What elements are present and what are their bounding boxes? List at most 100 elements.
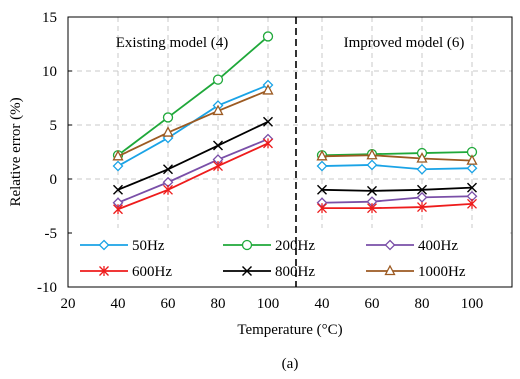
data-point xyxy=(366,148,378,160)
data-point xyxy=(162,112,174,123)
data-point xyxy=(467,182,477,193)
legend-label: 50Hz xyxy=(132,238,165,254)
series-line xyxy=(321,164,473,171)
series-line xyxy=(117,35,269,156)
data-point xyxy=(466,162,478,174)
series-line xyxy=(321,186,473,192)
x-tick-label: 80 xyxy=(415,296,430,312)
legend: 50Hz 200Hz 400Hz 600Hz 800Hz 1000Hz xyxy=(80,238,466,280)
legend-box xyxy=(72,228,510,286)
data-point xyxy=(113,204,123,215)
data-point xyxy=(112,149,124,161)
series-400hz-panel-2 xyxy=(316,190,478,209)
data-point xyxy=(417,202,427,213)
data-point xyxy=(466,154,478,165)
series-line xyxy=(321,151,473,157)
data-point xyxy=(212,74,224,85)
y-axis-label: Relative error (%) xyxy=(8,97,24,206)
series-line xyxy=(117,138,269,204)
legend-entry-800hz: 800Hz xyxy=(223,264,315,280)
y-tick-label: 0 xyxy=(50,172,58,188)
series-1000hz-panel-1 xyxy=(112,84,274,161)
data-point xyxy=(384,264,396,276)
data-point xyxy=(163,184,173,195)
data-point xyxy=(467,198,477,209)
x-axis-label: Temperature (°C) xyxy=(237,322,342,338)
legend-entry-400hz: 400Hz xyxy=(366,238,458,254)
legend-entry-1000hz: 1000Hz xyxy=(366,264,466,280)
x-tick-label: 40 xyxy=(315,296,330,312)
data-point xyxy=(112,160,124,172)
series-line xyxy=(117,142,269,211)
data-point xyxy=(263,138,273,149)
data-point xyxy=(263,116,273,127)
data-point xyxy=(316,160,328,172)
y-tick-label: -10 xyxy=(37,280,57,296)
figure-caption: (a) xyxy=(282,356,299,372)
series-800hz-panel-1 xyxy=(113,116,273,195)
data-point xyxy=(242,266,252,276)
legend-label: 1000Hz xyxy=(418,264,466,280)
y-tick-labels: -10 -5 0 5 10 15 xyxy=(37,10,72,296)
panel-title-improved: Improved model (6) xyxy=(344,35,465,51)
data-point xyxy=(212,104,224,116)
y-tick-label: 5 xyxy=(50,118,58,134)
data-point xyxy=(99,266,109,276)
data-point xyxy=(262,84,274,95)
x-tick-label: 60 xyxy=(161,296,176,312)
series-line xyxy=(321,154,473,162)
plot-frame xyxy=(67,16,513,288)
series-600hz-panel-1 xyxy=(113,138,273,215)
data-point xyxy=(98,239,110,251)
series-line xyxy=(117,120,269,191)
x-tick-label: 20 xyxy=(61,296,76,312)
data-point xyxy=(162,126,174,137)
legend-entry-600hz: 600Hz xyxy=(80,264,172,280)
series-line xyxy=(321,195,473,204)
legend-label: 200Hz xyxy=(275,238,315,254)
data-point xyxy=(163,164,173,175)
data-point xyxy=(317,184,327,195)
data-point xyxy=(316,149,328,161)
data-point xyxy=(317,203,327,214)
series-line xyxy=(322,202,473,210)
legend-entry-200hz: 200Hz xyxy=(223,238,315,254)
data-point xyxy=(213,140,223,151)
data-point xyxy=(416,191,428,203)
y-tick-label: 15 xyxy=(42,10,57,26)
legend-label: 400Hz xyxy=(418,238,458,254)
legend-label: 600Hz xyxy=(132,264,172,280)
y-tick-label: 10 xyxy=(42,64,57,80)
x-tick-label: 80 xyxy=(211,296,226,312)
x-tick-label: 100 xyxy=(461,296,484,312)
data-point xyxy=(367,203,377,214)
legend-entry-50hz: 50Hz xyxy=(80,238,165,254)
series-200hz-panel-1 xyxy=(112,31,274,161)
data-point xyxy=(366,159,378,171)
data-point xyxy=(213,161,223,172)
x-tick-label: 60 xyxy=(365,296,380,312)
data-point xyxy=(367,185,377,196)
series-layer xyxy=(112,31,478,215)
series-800hz-panel-2 xyxy=(317,182,477,196)
series-1000hz-panel-2 xyxy=(316,148,478,165)
data-point xyxy=(416,152,428,163)
series-line xyxy=(117,89,269,158)
series-600hz-panel-2 xyxy=(317,198,477,214)
x-tick-label: 40 xyxy=(111,296,126,312)
series-400hz-panel-1 xyxy=(112,133,274,209)
data-point xyxy=(113,184,123,195)
data-point xyxy=(416,163,428,175)
y-tick-label: -5 xyxy=(45,226,58,242)
series-50hz-panel-2 xyxy=(316,159,478,175)
panel-title-existing: Existing model (4) xyxy=(116,35,229,51)
data-point xyxy=(262,31,274,42)
legend-label: 800Hz xyxy=(275,264,315,280)
data-point xyxy=(241,239,253,251)
series-200hz-panel-2 xyxy=(316,146,478,161)
data-point xyxy=(417,184,427,195)
x-tick-label: 100 xyxy=(257,296,280,312)
x-tick-labels: 20 40 60 80 100 40 60 80 100 xyxy=(61,296,484,312)
data-point xyxy=(384,239,396,251)
